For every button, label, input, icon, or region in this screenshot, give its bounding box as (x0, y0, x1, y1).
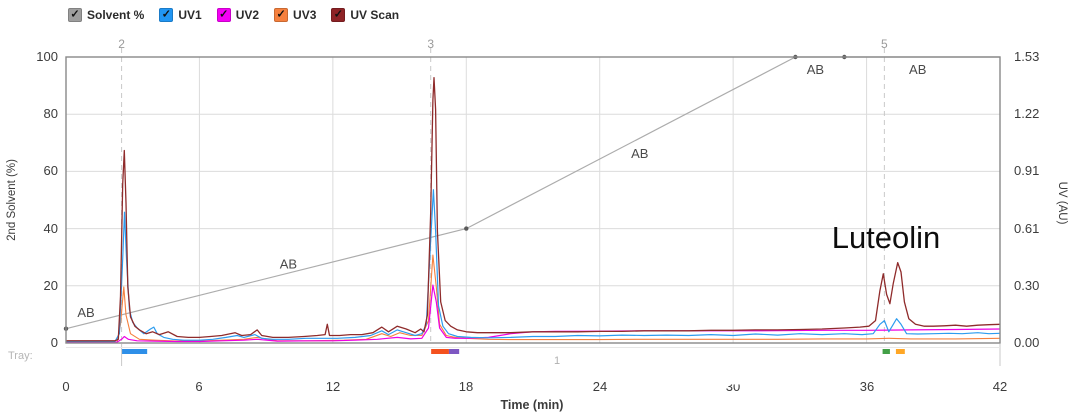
trace-uv3 (66, 254, 1001, 343)
legend-item-label: UV3 (293, 8, 317, 22)
checkmark-icon: ✓ (70, 8, 80, 20)
y-left-tick: 100 (36, 49, 58, 64)
legend-item-label: Solvent % (87, 8, 145, 22)
checkmark-icon: ✓ (219, 8, 229, 20)
plot-frame (65, 56, 1001, 344)
checkbox-uv1-icon[interactable]: ✓ (159, 8, 174, 22)
x-axis-title: Time (min) (501, 398, 564, 412)
legend-item-label: UV1 (178, 8, 202, 22)
event-marker-label: 5 (881, 37, 888, 51)
fraction-collection-mark (431, 349, 449, 354)
legend-item-uv1[interactable]: ✓ UV1 (159, 8, 202, 22)
gradient-segment-label: AB (77, 305, 94, 320)
x-tick: 36 (860, 379, 874, 394)
checkmark-icon: ✓ (333, 8, 343, 20)
y-right-tick: 0.30 (1014, 278, 1039, 293)
legend-item-uv-scan[interactable]: ✓ UV Scan (331, 8, 399, 22)
gradient-step-marker (464, 226, 469, 231)
legend-item-label: UV Scan (350, 8, 400, 22)
x-tick: 18 (459, 379, 473, 394)
y-left-tick: 80 (44, 106, 58, 121)
y-right-tick: 0.00 (1014, 335, 1039, 350)
legend-item-uv3[interactable]: ✓ UV3 (274, 8, 316, 22)
checkmark-icon: ✓ (161, 8, 171, 20)
checkmark-icon: ✓ (276, 8, 286, 20)
fraction-collection-mark (882, 349, 890, 354)
event-marker-label: 3 (427, 37, 434, 51)
y-left-tick: 20 (44, 278, 58, 293)
checkbox-uv2-icon[interactable]: ✓ (216, 8, 231, 22)
checkbox-uv3-icon[interactable]: ✓ (274, 8, 289, 22)
trace-uv1 (66, 189, 1001, 343)
fraction-collection-mark (121, 349, 148, 354)
legend-item-solvent[interactable]: ✓ Solvent % (68, 8, 144, 22)
y-left-tick: 0 (51, 335, 58, 350)
checkbox-uv-scan-icon[interactable]: ✓ (331, 8, 346, 22)
y-right-tick: 1.53 (1014, 49, 1039, 64)
y-left-tick: 60 (44, 163, 58, 178)
gradient-segment-label: AB (807, 62, 824, 77)
y-left-tick-labels: 100 80 60 40 20 0 (36, 49, 58, 350)
fraction-collection-mark (895, 349, 905, 354)
y-left-axis-title: 2nd Solvent (%) (6, 159, 18, 241)
event-marker-label: 2 (118, 37, 125, 51)
y-left-tick: 40 (44, 221, 58, 236)
fraction-collection-mark (448, 349, 460, 354)
x-tick: 12 (326, 379, 340, 394)
x-tick: 42 (993, 379, 1007, 394)
tray-label: Tray: (8, 350, 33, 362)
x-tick: 0 (62, 379, 69, 394)
checkbox-solvent-icon[interactable]: ✓ (68, 8, 82, 22)
y-right-axis-title: UV (AU) (1056, 182, 1068, 225)
x-tick-labels: 0 6 12 18 24 30 36 42 (62, 379, 1007, 394)
tray-zone-label: 1 (554, 355, 560, 367)
y-right-tick: 1.22 (1014, 106, 1039, 121)
legend-item-label: UV2 (235, 8, 260, 22)
y-right-tick-labels: 1.53 1.22 0.91 0.61 0.30 0.00 (1014, 49, 1039, 350)
gradient-segment-label: AB (280, 256, 297, 271)
legend: ✓ Solvent % ✓ UV1 ✓ UV2 ✓ UV3 ✓ UV Scan (68, 8, 399, 22)
gradient-segment-label: AB (909, 62, 926, 77)
legend-item-uv2[interactable]: ✓ UV2 (216, 8, 260, 22)
trace-uv-scan (66, 76, 1001, 342)
gradient-segment-label: AB (631, 146, 648, 161)
x-tick: 24 (593, 379, 607, 394)
x-tick: 6 (195, 379, 202, 394)
x-tick-clipped: 30 (726, 379, 740, 394)
y-right-tick: 0.61 (1014, 221, 1039, 236)
luteolin-annotation: Luteolin (832, 220, 941, 255)
y-right-tick: 0.91 (1014, 163, 1039, 178)
trace-solvent- (65, 56, 1000, 330)
